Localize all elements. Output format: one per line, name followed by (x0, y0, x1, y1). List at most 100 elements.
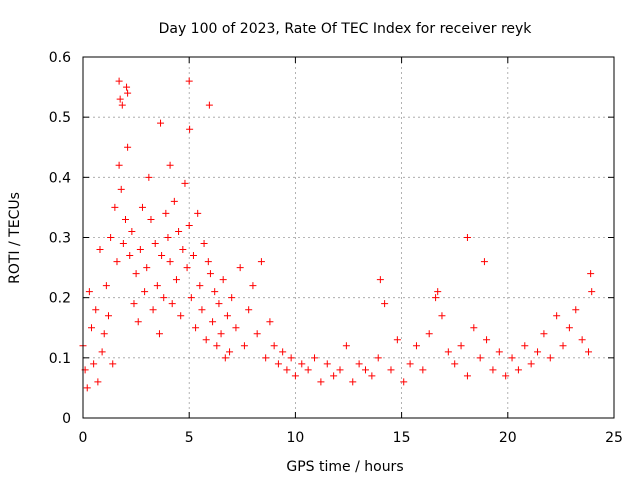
data-point (90, 360, 98, 368)
data-point (186, 125, 194, 133)
data-point (572, 306, 580, 314)
data-point (480, 258, 488, 266)
data-point (463, 234, 471, 241)
data-point (514, 366, 522, 374)
data-point (226, 348, 234, 356)
data-point (109, 360, 117, 368)
data-point (170, 197, 178, 205)
data-point (223, 312, 231, 320)
data-point (168, 300, 176, 308)
data-point (215, 300, 223, 308)
data-point (132, 270, 140, 278)
data-point (457, 342, 465, 350)
data-point (115, 77, 123, 85)
data-point (406, 360, 414, 368)
data-point (221, 354, 229, 362)
data-point (155, 330, 163, 338)
tick-labels: 0 5 10 15 20 25 0 0.1 0.2 0.3 0.4 0.5 0.6 (49, 50, 623, 446)
data-point (559, 342, 567, 350)
x-tick-label: 25 (605, 430, 623, 446)
data-point (330, 372, 338, 380)
y-tick-label: 0.5 (49, 110, 71, 126)
data-point (158, 252, 166, 260)
data-point (425, 330, 433, 338)
data-point (311, 354, 319, 362)
data-point (374, 354, 382, 362)
data-point (585, 348, 593, 356)
data-point (270, 342, 278, 350)
data-point (189, 252, 197, 260)
data-point (463, 372, 471, 380)
data-point (489, 366, 497, 374)
data-point (209, 318, 217, 326)
data-point (198, 306, 206, 314)
data-point (166, 258, 174, 266)
data-point (213, 342, 221, 350)
x-tick-label: 15 (393, 430, 411, 446)
data-point (245, 306, 253, 314)
data-point (124, 89, 132, 97)
data-point (104, 312, 112, 320)
data-point (257, 258, 265, 266)
data-point (253, 330, 261, 338)
data-point (546, 354, 554, 362)
data-point (136, 246, 144, 254)
data-point (211, 288, 219, 296)
data-point (228, 294, 236, 302)
data-point (521, 342, 529, 350)
y-tick-label: 0.3 (49, 231, 71, 247)
data-point (287, 354, 295, 362)
data-point (236, 264, 244, 272)
data-point (143, 264, 151, 272)
data-point (476, 354, 484, 362)
x-tick-label: 10 (286, 430, 304, 446)
data-point (381, 300, 389, 308)
data-point (118, 101, 126, 109)
data-point (587, 270, 595, 278)
data-point (361, 366, 369, 374)
data-point (502, 372, 510, 380)
data-point (291, 372, 299, 380)
data-point (192, 324, 200, 332)
data-point (166, 161, 174, 169)
data-point (527, 360, 535, 368)
data-point (317, 378, 325, 386)
data-point (298, 360, 306, 368)
data-point (124, 143, 132, 151)
data-point (147, 215, 155, 223)
y-axis-title: ROTI / TECUs (7, 192, 23, 284)
data-point (342, 342, 350, 350)
data-point (376, 276, 384, 284)
data-point (393, 336, 401, 344)
x-tick-label: 0 (79, 430, 88, 446)
data-point (196, 282, 204, 290)
x-axis-title: GPS time / hours (286, 459, 403, 475)
x-tick-label: 5 (185, 430, 194, 446)
data-point (232, 324, 240, 332)
data-point (162, 209, 170, 217)
data-point (111, 203, 119, 211)
data-point (336, 366, 344, 374)
y-tick-label: 0.2 (49, 291, 71, 307)
data-point (419, 366, 427, 374)
plot-frame (82, 56, 615, 419)
data-point (141, 288, 149, 296)
data-point (121, 215, 129, 223)
data-point (194, 209, 202, 217)
data-point (508, 354, 516, 362)
data-point (181, 179, 189, 187)
data-point (470, 324, 478, 332)
data-point (262, 354, 270, 362)
data-point (126, 252, 134, 260)
x-tick-label: 20 (499, 430, 517, 446)
data-point (100, 330, 108, 338)
data-point (183, 264, 191, 272)
data-point (172, 276, 180, 284)
chart-title: Day 100 of 2023, Rate Of TEC Index for r… (159, 21, 533, 37)
data-point (205, 101, 213, 109)
data-point (116, 95, 124, 103)
y-tick-label: 0.6 (49, 50, 71, 66)
data-points (79, 77, 596, 392)
data-point (157, 119, 165, 127)
